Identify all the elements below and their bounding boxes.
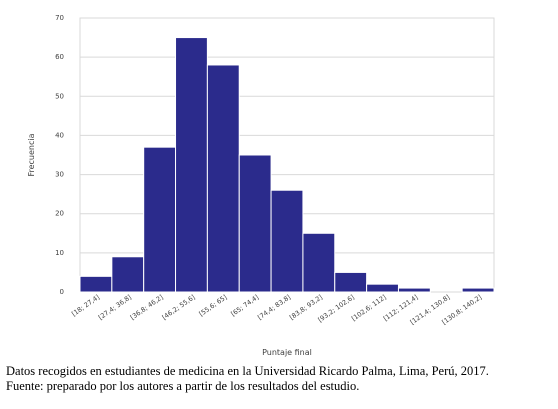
histogram-bar bbox=[238, 154, 272, 293]
y-tick-label: 30 bbox=[55, 171, 64, 179]
histogram-bar bbox=[302, 232, 336, 293]
y-tick-label: 60 bbox=[55, 53, 64, 61]
histogram-bar bbox=[397, 287, 431, 293]
caption-line-2: Fuente: preparado por los autores a part… bbox=[6, 379, 360, 393]
histogram-bar bbox=[79, 275, 113, 293]
histogram-bar bbox=[206, 64, 240, 293]
y-tick-label: 10 bbox=[55, 249, 64, 257]
y-tick-label: 0 bbox=[60, 288, 64, 296]
y-tick-label: 40 bbox=[55, 131, 64, 139]
y-axis-label: Frecuencia bbox=[27, 133, 36, 176]
histogram-bar bbox=[334, 271, 368, 293]
x-tick-label: [36,8; 46,2] bbox=[129, 293, 165, 322]
histogram-bar bbox=[366, 283, 399, 293]
y-tick-label: 70 bbox=[55, 14, 64, 22]
bars bbox=[79, 37, 495, 293]
x-tick-label: [74,4; 83,8] bbox=[256, 293, 292, 322]
x-tick-label: [27,4; 36,8] bbox=[97, 293, 133, 322]
x-tick-label: [55,6; 65] bbox=[198, 293, 229, 318]
x-tick-label: [102,6; 112] bbox=[350, 293, 388, 323]
x-axis-label: Puntaje final bbox=[262, 348, 312, 357]
histogram-bar bbox=[143, 146, 177, 293]
histogram-bar bbox=[461, 287, 495, 293]
caption-line-1: Datos recogidos en estudiantes de medici… bbox=[6, 364, 489, 378]
y-tick-label: 20 bbox=[55, 210, 64, 218]
histogram-bar bbox=[111, 256, 145, 293]
y-tick-labels: 0 10 20 30 40 50 60 70 bbox=[55, 14, 64, 296]
x-tick-label: [46,2; 55,6] bbox=[161, 293, 197, 322]
histogram-bar bbox=[270, 189, 304, 293]
histogram-bar bbox=[175, 37, 208, 293]
x-tick-labels: [18; 27,4][27,4; 36,8][36,8; 46,2][46,2;… bbox=[70, 293, 483, 326]
y-tick-label: 50 bbox=[55, 92, 64, 100]
histogram-chart: 0 10 20 30 40 50 60 70 [18; 27,4][27,4; 36,8][3… bbox=[27, 14, 495, 357]
